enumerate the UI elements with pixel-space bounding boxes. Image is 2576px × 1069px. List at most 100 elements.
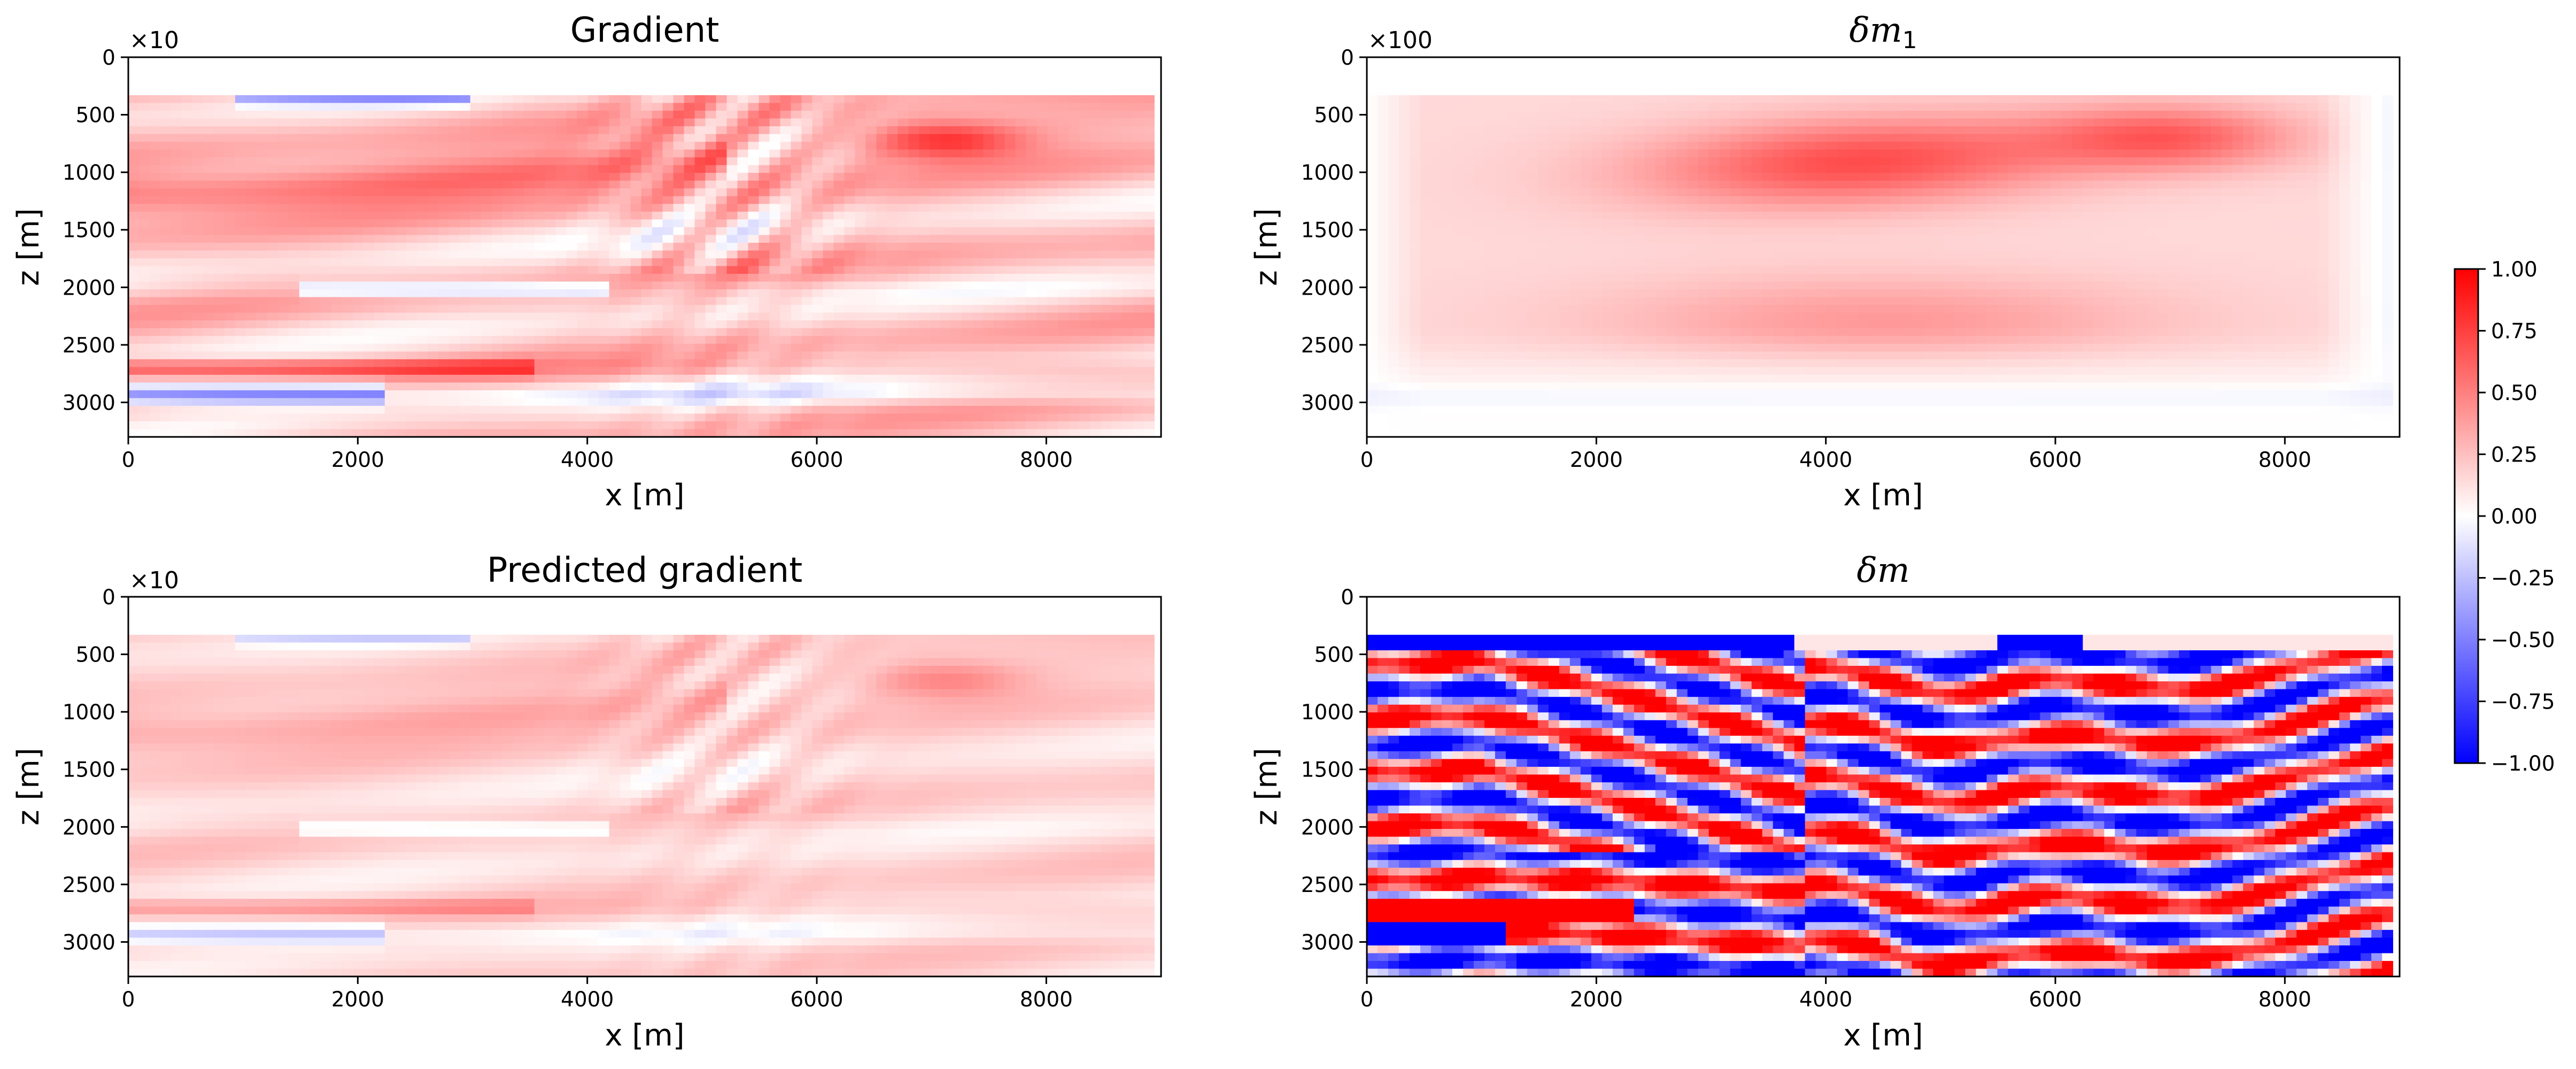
panel-gradient-cell bbox=[406, 289, 417, 298]
panel-gradient-cell bbox=[791, 149, 802, 158]
panel-dm1-cell bbox=[2157, 103, 2169, 111]
panel-gradient-cell bbox=[1111, 95, 1123, 104]
panel-gradient-cell bbox=[801, 367, 813, 375]
panel-gradient-cell bbox=[919, 165, 931, 174]
panel-dm1-cell bbox=[1548, 95, 1560, 104]
panel-gradient-cell bbox=[844, 382, 856, 391]
panel-gradient-cell bbox=[513, 95, 524, 104]
panel-gradient-cell bbox=[898, 359, 909, 368]
panel-gradient-cell bbox=[908, 328, 920, 336]
panel-gradient-cell bbox=[374, 336, 385, 344]
panel-gradient-cell bbox=[769, 398, 781, 406]
panel-gradient-cell bbox=[502, 297, 514, 305]
panel-dm1-cell bbox=[1954, 134, 1966, 142]
panel-gradient-cell bbox=[459, 351, 471, 360]
panel-gradient-cell bbox=[1058, 266, 1069, 274]
panel-gradient-cell bbox=[962, 266, 973, 274]
panel-dm1-cell bbox=[1986, 95, 1998, 104]
panel-gradient-cell bbox=[812, 95, 824, 104]
panel-gradient-cell bbox=[481, 111, 492, 119]
panel-gradient-cell bbox=[994, 196, 1005, 205]
panel-gradient-cell bbox=[630, 421, 642, 430]
panel-gradient-cell bbox=[769, 250, 781, 259]
panel-gradient-cell bbox=[684, 289, 695, 298]
panel-gradient-cell bbox=[908, 95, 920, 104]
panel-gradient-cell bbox=[662, 429, 674, 437]
panel-gradient-cell bbox=[694, 382, 706, 391]
panel-gradient-cell bbox=[630, 196, 642, 205]
panel-gradient-cell bbox=[470, 405, 482, 414]
panel-gradient-cell bbox=[427, 211, 439, 220]
panel-gradient-cell bbox=[513, 149, 524, 158]
panel-gradient-cell bbox=[641, 180, 653, 189]
panel-gradient-cell bbox=[962, 289, 973, 298]
panel-dm1-cell bbox=[1473, 95, 1485, 104]
panel-gradient-cell bbox=[138, 351, 150, 360]
panel-gradient-cell bbox=[876, 343, 888, 352]
panel-gradient-cell bbox=[481, 118, 492, 127]
panel-gradient-cell bbox=[267, 398, 279, 406]
panel-gradient-cell bbox=[502, 274, 514, 282]
panel-gradient-cell bbox=[577, 374, 589, 383]
panel-dm1-cell bbox=[2254, 118, 2265, 127]
panel-gradient-cell bbox=[598, 188, 610, 197]
panel-gradient-cell bbox=[513, 266, 524, 274]
panel-gradient-cell bbox=[491, 126, 503, 135]
panel-gradient-cell bbox=[160, 274, 172, 282]
panel-gradient-cell bbox=[1090, 204, 1101, 212]
panel-gradient-cell bbox=[1122, 227, 1133, 236]
panel-gradient-cell bbox=[748, 204, 760, 212]
panel-gradient-cell bbox=[1090, 413, 1101, 422]
panel-gradient-cell bbox=[427, 374, 439, 383]
panel-dm1-cell bbox=[1997, 95, 2009, 104]
panel-gradient-cell bbox=[652, 211, 663, 220]
panel-gradient-cell bbox=[673, 250, 685, 259]
panel-gradient-cell bbox=[620, 421, 631, 430]
panel-gradient-cell bbox=[267, 258, 279, 267]
panel-dm1-cell bbox=[2222, 134, 2233, 142]
panel-gradient-cell bbox=[801, 258, 813, 267]
panel-gradient-cell bbox=[256, 242, 268, 251]
panel-dm1-cell bbox=[2125, 134, 2137, 142]
panel-gradient-cell bbox=[395, 382, 407, 391]
panel-gradient-cell bbox=[481, 134, 492, 142]
panel-gradient-cell bbox=[438, 180, 450, 189]
panel-gradient-cell bbox=[267, 165, 279, 174]
panel-gradient-cell bbox=[972, 142, 984, 150]
panel-gradient-cell bbox=[384, 274, 396, 282]
panel-gradient-cell bbox=[224, 405, 236, 414]
panel-gradient-cell bbox=[1004, 274, 1016, 282]
panel-gradient-cell bbox=[171, 367, 182, 375]
panel-gradient-cell bbox=[652, 398, 663, 406]
panel-gradient-cell bbox=[662, 258, 674, 267]
panel-gradient-cell bbox=[277, 242, 289, 251]
panel-gradient-cell bbox=[930, 429, 941, 437]
panel-gradient-cell bbox=[374, 390, 385, 399]
panel-dm1-cell bbox=[2318, 126, 2329, 135]
panel-gradient-cell bbox=[299, 219, 311, 228]
panel-gradient-cell bbox=[684, 328, 695, 336]
panel-gradient-cell bbox=[673, 266, 685, 274]
panel-gradient-cell bbox=[299, 305, 311, 313]
panel-gradient-cell bbox=[160, 382, 172, 391]
panel-gradient-cell bbox=[363, 149, 375, 158]
panel-dm1-cell bbox=[2254, 111, 2265, 119]
panel-gradient-cell bbox=[705, 413, 717, 422]
panel-gradient-cell bbox=[203, 227, 214, 236]
panel-gradient-cell bbox=[1036, 421, 1048, 430]
panel-gradient-cell bbox=[1133, 405, 1144, 414]
panel-dm1-cell bbox=[2104, 142, 2116, 150]
panel-gradient-cell bbox=[662, 266, 674, 274]
panel-gradient-cell bbox=[726, 242, 738, 251]
panel-gradient-cell bbox=[673, 118, 685, 127]
panel-gradient-cell bbox=[780, 188, 792, 197]
panel-gradient-cell bbox=[545, 305, 556, 313]
panel-gradient-cell bbox=[160, 289, 172, 298]
panel-dm1-cell bbox=[2275, 103, 2287, 111]
panel-gradient-cell bbox=[587, 281, 599, 290]
panel-gradient-cell bbox=[566, 351, 578, 360]
panel-dm1-cell bbox=[1367, 142, 1378, 150]
panel-gradient-cell bbox=[267, 367, 279, 375]
panel-gradient-cell bbox=[833, 95, 845, 104]
panel-gradient-cell bbox=[1069, 211, 1080, 220]
